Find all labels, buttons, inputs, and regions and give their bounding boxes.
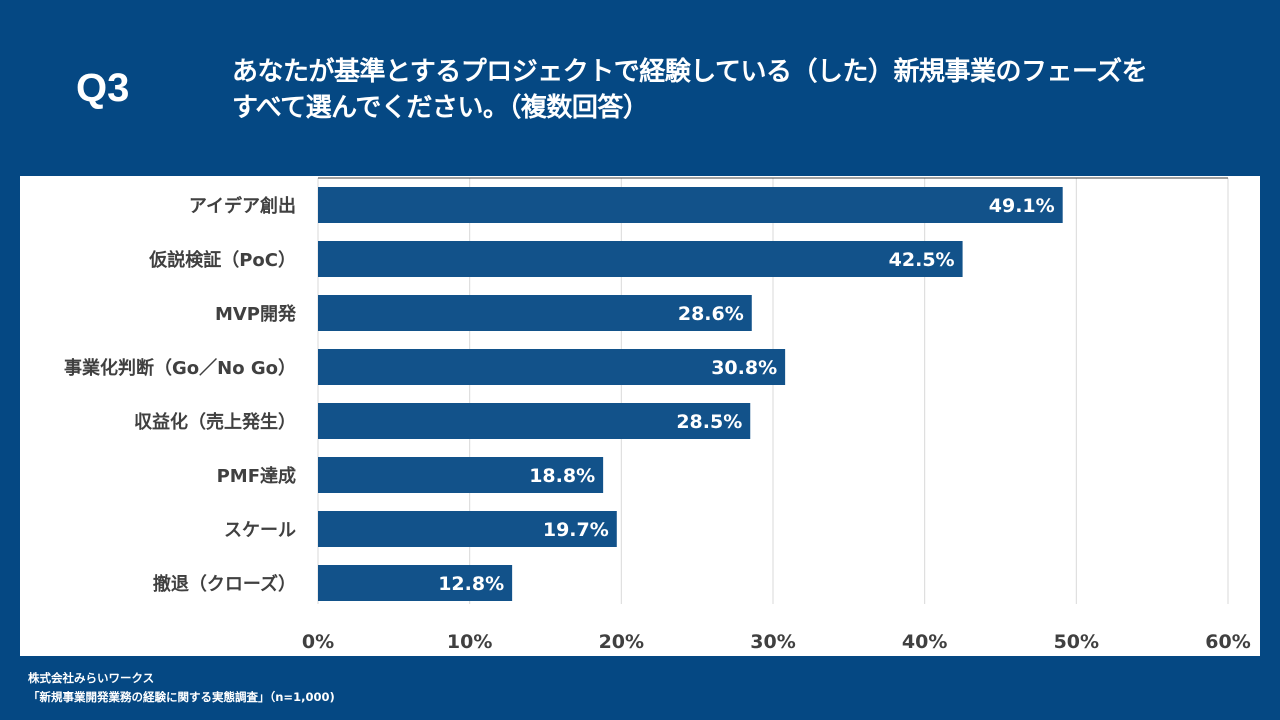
x-tick-label-0: 0% (302, 631, 334, 653)
category-label-7: 撤退（クローズ） (153, 573, 296, 595)
category-label-1: 仮説検証（PoC） (148, 249, 296, 271)
category-label-5: PMF達成 (217, 465, 296, 487)
bar-value-label-6: 19.7% (543, 519, 609, 541)
survey-source: 「新規事業開発業務の経験に関する実態調査」（n=1,000) (28, 690, 335, 704)
x-tick-label-50: 50% (1054, 631, 1099, 653)
bar-7 (318, 565, 513, 601)
bar-value-label-0: 49.1% (989, 195, 1055, 217)
bar-value-label-1: 42.5% (889, 249, 955, 271)
category-label-3: 事業化判断（Go／No Go） (64, 357, 296, 379)
bar-4 (318, 403, 751, 439)
x-tick-label-10: 10% (447, 631, 492, 653)
bar-2 (318, 295, 752, 331)
category-label-2: MVP開発 (215, 303, 297, 325)
bar-value-label-2: 28.6% (678, 303, 744, 325)
question-number: Q3 (76, 66, 130, 110)
bar-0 (318, 187, 1063, 223)
company-name: 株式会社みらいワークス (28, 671, 155, 685)
chart-panel: 49.1% アイデア創出 42.5% 仮説検証（PoC） 28.6% MVP開発 30.8%… (20, 176, 1260, 656)
category-label-6: スケール (224, 520, 296, 541)
category-label-4: 収益化（売上発生） (134, 411, 296, 433)
bar-value-label-3: 30.8% (711, 357, 777, 379)
bar-value-label-7: 12.8% (438, 573, 504, 595)
footer: 株式会社みらいワークス 「新規事業開発業務の経験に関する実態調査」（n=1,00… (28, 669, 335, 707)
title-line-1: あなたが基準とするプロジェクトで経験している（した）新規事業のフェーズを (232, 57, 1148, 87)
bar-3 (318, 349, 786, 385)
bar-value-label-5: 18.8% (529, 465, 595, 487)
bar-1 (318, 241, 963, 277)
bar-6 (318, 511, 617, 547)
x-tick-label-60: 60% (1205, 631, 1250, 653)
bar-value-label-4: 28.5% (676, 411, 742, 433)
category-label-0: アイデア創出 (189, 195, 296, 217)
page-title: あなたが基準とするプロジェクトで経験している（した）新規事業のフェーズを すべて… (232, 54, 1262, 126)
bar-chart: 49.1% アイデア創出 42.5% 仮説検証（PoC） 28.6% MVP開発 30.8%… (64, 177, 1251, 653)
bar-5 (318, 457, 604, 493)
x-tick-label-40: 40% (902, 631, 947, 653)
x-tick-label-20: 20% (599, 631, 644, 653)
title-line-2: すべて選んでください。（複数回答） (232, 93, 649, 123)
x-tick-label-30: 30% (750, 631, 795, 653)
